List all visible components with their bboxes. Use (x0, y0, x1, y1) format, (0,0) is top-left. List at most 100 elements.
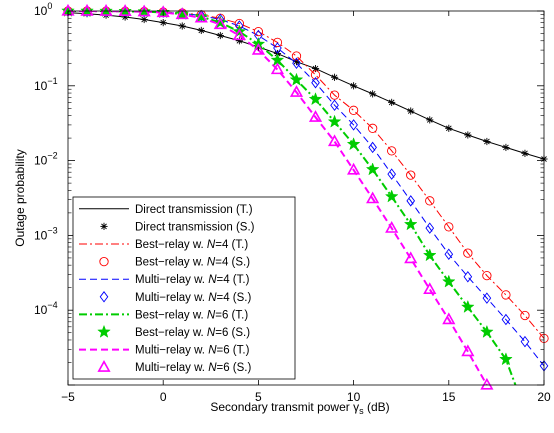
data-point-multi-relay-w-n-4-s (520, 335, 530, 348)
plot-frame (67, 10, 545, 386)
data-point-best-relay-w-n-4-s (310, 70, 321, 80)
data-point-direct-transmission-s (426, 116, 434, 124)
data-point-multi-relay-w-n-4-s (368, 141, 377, 154)
data-point-best-relay-w-n-6-s (346, 137, 361, 151)
data-point-best-relay-w-n-4-s (425, 196, 435, 206)
legend-marker-direct-transmission-s (100, 222, 108, 230)
data-point-multi-relay-w-n-6-s (327, 134, 342, 147)
data-point-direct-transmission-s (330, 73, 339, 81)
data-point-best-relay-w-n-6-s (308, 92, 323, 106)
data-point-direct-transmission-s (216, 31, 224, 40)
legend-label: Multi−relay w. N=4 (S.) (135, 292, 252, 304)
data-point-multi-relay-w-n-6-s (99, 4, 113, 16)
data-point-best-relay-w-n-6-s (327, 114, 342, 128)
legend-entry: Multi−relay w. N=4 (S.) (99, 291, 252, 304)
legend-entry: Best−relay w. N=4 (T.) (79, 239, 248, 251)
data-point-best-relay-w-n-4-s (501, 290, 511, 300)
data-point-multi-relay-w-n-6-s (385, 221, 399, 233)
data-point-direct-transmission-s (521, 149, 529, 157)
x-tick-label: 20 (537, 390, 551, 404)
data-point-multi-relay-w-n-6-s (251, 42, 265, 55)
data-point-best-relay-w-n-4-s (482, 270, 492, 281)
data-point-multi-relay-w-n-6-s (118, 4, 132, 16)
data-point-best-relay-w-n-4-s (253, 26, 264, 37)
y-tick-label: 10−4 (34, 300, 58, 317)
data-point-multi-relay-w-n-4-s (482, 292, 492, 304)
legend-marker-best-relay-w-n-4-s (99, 256, 109, 267)
data-point-multi-relay-w-n-6-s (404, 251, 418, 264)
data-point-best-relay-w-n-4-s (367, 123, 378, 133)
legend-entry: Direct transmission (S.) (100, 221, 255, 233)
data-point-direct-transmission-s (369, 90, 377, 98)
data-point-best-relay-w-n-4-s (463, 248, 473, 258)
data-point-multi-relay-w-n-6-s (289, 85, 304, 97)
data-point-multi-relay-w-n-6-s (232, 28, 246, 41)
data-point-direct-transmission-s (159, 18, 167, 27)
data-point-best-relay-w-n-6-s (213, 15, 228, 29)
data-point-multi-relay-w-n-6-s (442, 312, 456, 325)
data-point-direct-transmission-s (178, 22, 186, 30)
data-point-direct-transmission-s (197, 26, 205, 35)
axis-ticks (67, 10, 545, 386)
data-point-best-relay-w-n-4-s (272, 37, 283, 48)
legend-marker-multi-relay-w-n-4-s (99, 291, 109, 303)
data-point-best-relay-w-n-4-s (348, 105, 359, 115)
data-point-best-relay-w-n-4-s (520, 310, 530, 321)
data-point-multi-relay-w-n-4-s (349, 119, 358, 131)
legend-entry: Best−relay w. N=6 (T.) (79, 309, 248, 321)
legend-label: Multi−relay w. N=6 (T.) (135, 345, 250, 357)
legend-marker-best-relay-w-n-6-s (97, 324, 111, 338)
data-point-best-relay-w-n-6-s (499, 352, 513, 366)
x-tick-label: 5 (255, 390, 262, 404)
data-point-multi-relay-w-n-6-s (175, 7, 189, 20)
series-line-best-relay-w-n-4-t (68, 11, 544, 339)
legend-label: Best−relay w. N=4 (S.) (135, 257, 250, 269)
data-point-best-relay-w-n-6-s (480, 324, 494, 338)
legend-entry: Multi−relay w. N=4 (T.) (79, 274, 250, 286)
x-tick-label: 10 (347, 390, 361, 404)
data-point-best-relay-w-n-6-s (403, 217, 418, 231)
data-point-best-relay-w-n-6-s (80, 3, 94, 17)
legend-entry: Direct transmission (T.) (79, 204, 253, 216)
data-point-multi-relay-w-n-6-s (80, 3, 94, 16)
data-point-direct-transmission-s (483, 137, 491, 146)
legend-entry: Multi−relay w. N=6 (S.) (97, 360, 252, 374)
data-point-multi-relay-w-n-6-s (461, 344, 475, 357)
legend-entry: Multi−relay w. N=6 (T.) (79, 345, 250, 357)
legend-label: Multi−relay w. N=6 (S.) (135, 362, 252, 374)
data-point-direct-transmission-s (407, 107, 415, 115)
data-point-multi-relay-w-n-4-s (311, 76, 320, 89)
x-tick-label: 15 (442, 390, 456, 404)
data-point-best-relay-w-n-4-s (444, 222, 454, 232)
legend-marker-multi-relay-w-n-6-s (97, 360, 111, 372)
data-point-multi-relay-w-n-6-s (213, 17, 227, 30)
data-point-best-relay-w-n-4-s (387, 146, 397, 156)
y-tick-label: 10−2 (34, 151, 58, 168)
legend-label: Direct transmission (S.) (135, 221, 255, 233)
legend-entry: Best−relay w. N=6 (S.) (97, 324, 250, 339)
data-point-best-relay-w-n-6-s (441, 274, 456, 288)
data-point-direct-transmission-s (235, 37, 243, 45)
data-point-multi-relay-w-n-4-s (463, 271, 473, 283)
data-point-multi-relay-w-n-4-s (425, 222, 435, 234)
legend: Direct transmission (T.) Direct transmiss… (72, 196, 296, 380)
data-point-multi-relay-w-n-6-s (480, 377, 494, 390)
series-line-multi-relay-w-n-6-t (68, 11, 488, 385)
legend-label: Direct transmission (T.) (135, 204, 253, 216)
data-point-best-relay-w-n-6-s (384, 189, 399, 203)
data-point-best-relay-w-n-4-s (291, 51, 302, 61)
data-point-multi-relay-w-n-4-s (501, 313, 511, 326)
data-point-best-relay-w-n-4-s (406, 170, 416, 180)
data-point-direct-transmission-s (388, 98, 396, 106)
data-point-best-relay-w-n-6-s (422, 248, 437, 262)
data-point-multi-relay-w-n-4-s (330, 99, 339, 111)
data-point-direct-transmission-s (464, 131, 472, 139)
data-point-direct-transmission-s (445, 124, 453, 132)
y-tick-label: 100 (34, 1, 52, 18)
y-axis-label: Outage probability (13, 149, 27, 246)
data-point-best-relay-w-n-6-s (289, 72, 304, 86)
data-point-best-relay-w-n-4-s (329, 90, 340, 100)
data-point-direct-transmission-s (502, 143, 510, 152)
data-point-multi-relay-w-n-6-s (308, 110, 323, 122)
legend-label: Best−relay w. N=6 (T.) (135, 309, 248, 321)
